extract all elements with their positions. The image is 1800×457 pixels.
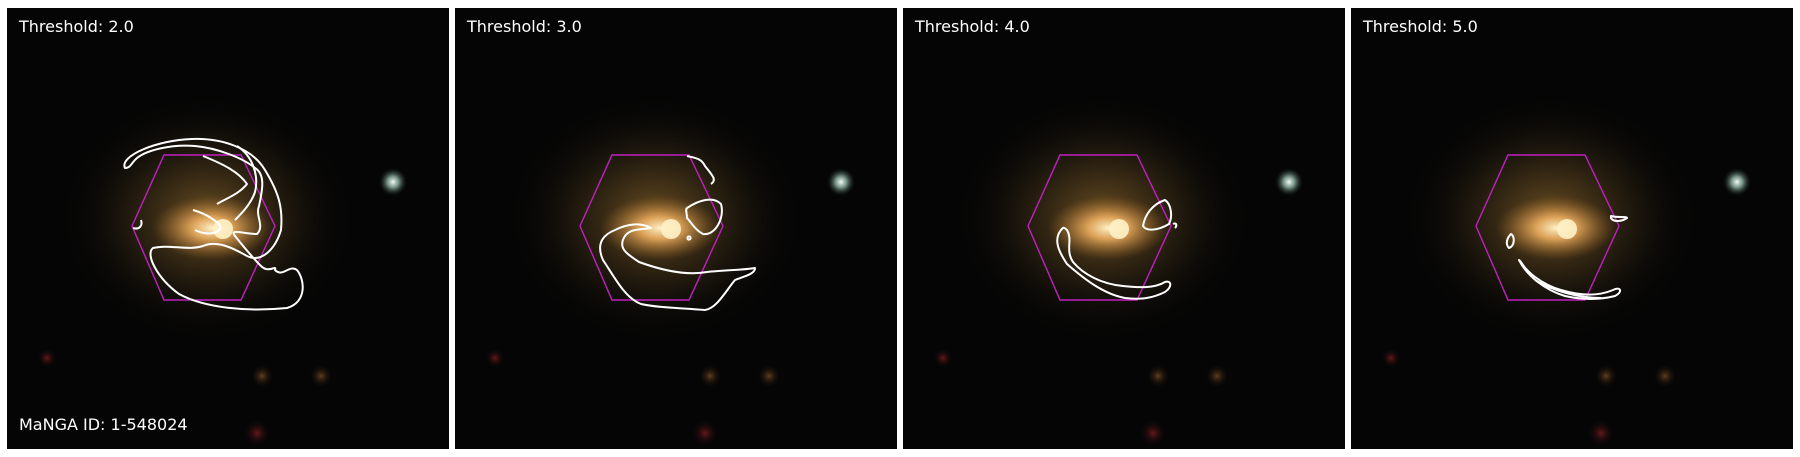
ifu-hexagon bbox=[579, 154, 724, 301]
star-icon bbox=[827, 168, 855, 196]
ifu-hexagon bbox=[1475, 154, 1620, 301]
threshold-label: Threshold: 5.0 bbox=[1363, 17, 1478, 36]
galaxy-image bbox=[455, 8, 897, 449]
galaxy-image bbox=[903, 8, 1345, 449]
contour-lines bbox=[599, 155, 756, 311]
galaxy-image bbox=[1351, 8, 1793, 449]
galaxy-image bbox=[7, 8, 449, 449]
threshold-label: Threshold: 2.0 bbox=[19, 17, 134, 36]
contour-lines bbox=[123, 137, 304, 311]
contour-lines bbox=[1505, 215, 1628, 300]
contour-lines bbox=[1056, 199, 1178, 300]
panel-threshold-2: Threshold: 2.0 MaNGA ID: 1-548024 bbox=[7, 8, 449, 449]
star-icon bbox=[1275, 168, 1303, 196]
star-icon bbox=[1723, 168, 1751, 196]
threshold-label: Threshold: 4.0 bbox=[915, 17, 1030, 36]
panel-threshold-5: Threshold: 5.0 bbox=[1351, 8, 1793, 449]
ifu-hexagon bbox=[1027, 154, 1172, 301]
panel-threshold-3: Threshold: 3.0 bbox=[455, 8, 897, 449]
threshold-label: Threshold: 3.0 bbox=[467, 17, 582, 36]
ifu-hexagon bbox=[131, 154, 276, 301]
panel-threshold-4: Threshold: 4.0 bbox=[903, 8, 1345, 449]
manga-id-label: MaNGA ID: 1-548024 bbox=[19, 415, 188, 434]
star-icon bbox=[379, 168, 407, 196]
